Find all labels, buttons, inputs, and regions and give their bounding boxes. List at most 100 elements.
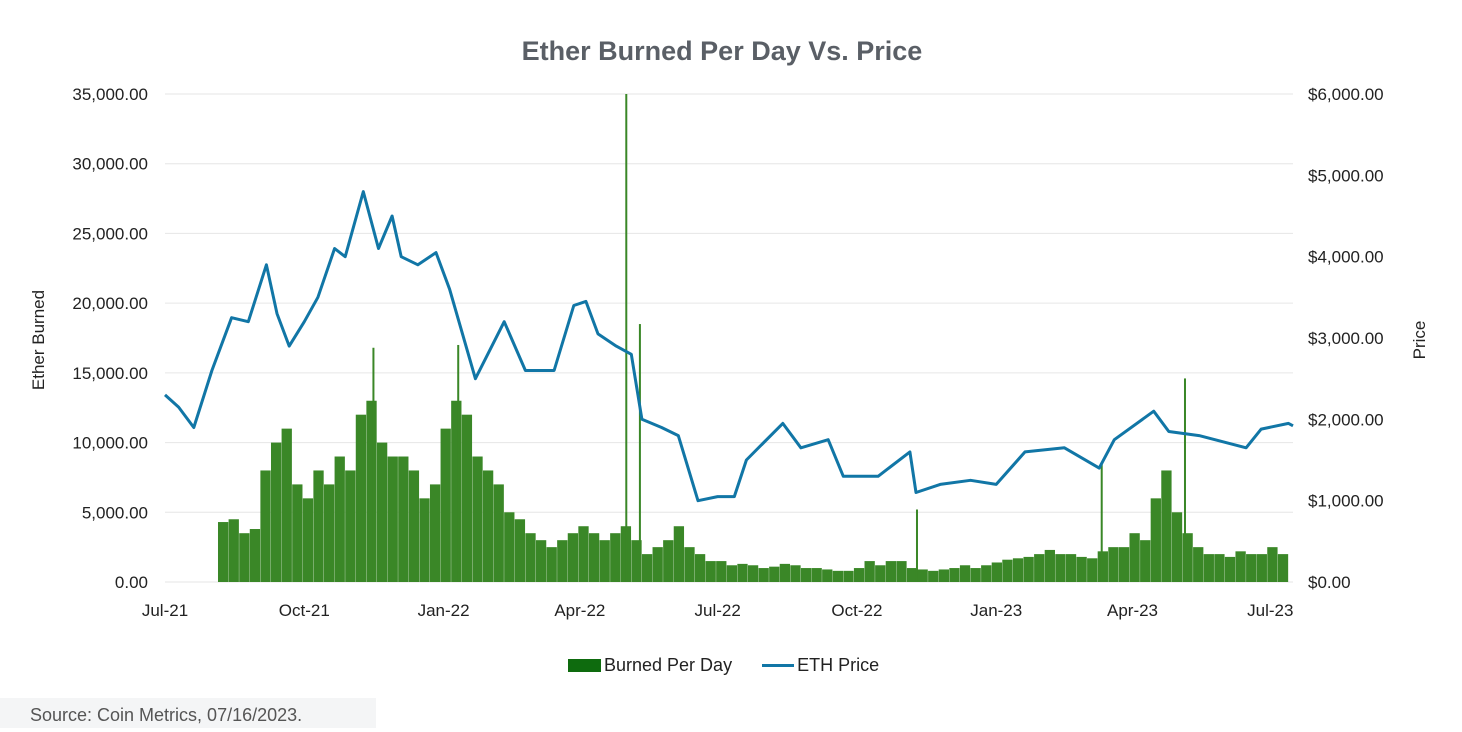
burn-bar xyxy=(387,456,398,582)
y2-tick-label: $4,000.00 xyxy=(1308,248,1384,267)
burn-bar xyxy=(811,568,822,582)
burn-bar xyxy=(981,565,992,582)
y-tick-label: 35,000.00 xyxy=(72,85,148,104)
burn-bar xyxy=(631,540,642,582)
burn-bar xyxy=(1193,547,1204,582)
burn-bar xyxy=(440,428,451,582)
burn-bar xyxy=(1182,533,1193,582)
burn-bar xyxy=(398,456,409,582)
x-tick-label: Oct-22 xyxy=(831,601,882,620)
burn-bar xyxy=(1224,556,1236,582)
burn-bar xyxy=(461,414,473,582)
y-tick-label: 0.00 xyxy=(115,573,148,592)
burn-bar xyxy=(376,442,388,582)
burn-bar xyxy=(1171,512,1183,582)
burn-bar xyxy=(694,554,706,582)
burn-bar xyxy=(1246,554,1257,582)
burn-bar xyxy=(1012,558,1024,582)
burn-bar xyxy=(355,414,367,582)
y-tick-label: 15,000.00 xyxy=(72,364,148,383)
legend-burn-swatch xyxy=(568,659,601,672)
burn-bar xyxy=(239,533,250,582)
burn-spike-bar xyxy=(638,324,641,582)
burn-bar xyxy=(408,470,420,582)
burn-bar xyxy=(641,554,653,582)
burn-bar xyxy=(599,540,610,582)
burn-bar xyxy=(292,484,303,582)
burn-bar xyxy=(1267,547,1278,582)
legend-price-label: ETH Price xyxy=(797,655,880,675)
y2-tick-label: $0.00 xyxy=(1308,573,1351,592)
legend: Burned Per Day ETH Price xyxy=(568,655,879,676)
burn-bar xyxy=(302,498,314,582)
burn-bar xyxy=(472,456,483,582)
burn-bar xyxy=(705,561,716,582)
burn-bar xyxy=(610,533,621,582)
burn-bar xyxy=(504,512,515,582)
burn-bar xyxy=(663,540,674,582)
burn-bar xyxy=(758,568,769,582)
x-tick-label: Oct-21 xyxy=(279,601,330,620)
burn-bar xyxy=(493,484,504,582)
burn-bar xyxy=(716,561,727,582)
burn-bar xyxy=(726,565,738,582)
burn-bar xyxy=(1214,554,1225,582)
y2-axis-label: Price xyxy=(1410,321,1429,360)
y2-tick-label: $2,000.00 xyxy=(1308,410,1384,429)
burn-bar xyxy=(557,540,568,582)
burn-bar xyxy=(260,470,271,582)
burn-bar xyxy=(970,568,981,582)
burn-bar xyxy=(843,570,854,582)
burn-bar xyxy=(270,442,282,582)
burn-bar xyxy=(345,470,356,582)
burn-bar xyxy=(1097,551,1108,582)
burn-bar xyxy=(1055,554,1066,582)
burn-bar xyxy=(684,547,695,582)
y-tick-label: 10,000.00 xyxy=(72,434,148,453)
burn-bar xyxy=(800,568,812,582)
burn-bar xyxy=(779,563,791,582)
burn-bar xyxy=(822,569,833,582)
burn-bar xyxy=(1065,554,1077,582)
burn-bar xyxy=(1002,559,1013,582)
burn-bar xyxy=(1140,540,1151,582)
burn-bar xyxy=(1256,554,1267,582)
burn-bar xyxy=(313,470,324,582)
burn-spike-bar xyxy=(1183,378,1186,582)
burn-bar xyxy=(588,533,600,582)
burn-bar xyxy=(769,566,780,582)
burn-bar xyxy=(514,519,526,582)
burn-bar xyxy=(1150,498,1161,582)
y-tick-label: 30,000.00 xyxy=(72,155,148,174)
burn-bar xyxy=(832,570,844,582)
y2-tick-label: $1,000.00 xyxy=(1308,492,1384,511)
burn-bar xyxy=(790,565,801,582)
burn-bar xyxy=(1087,558,1098,582)
y-axis-label: Ether Burned xyxy=(29,290,48,390)
x-tick-label: Jul-22 xyxy=(694,601,740,620)
x-tick-label: Jul-21 xyxy=(142,601,188,620)
price-line xyxy=(163,190,1294,503)
burn-bar xyxy=(747,565,759,582)
burn-bar xyxy=(1118,547,1130,582)
burn-bar xyxy=(1034,554,1045,582)
burn-bar xyxy=(451,400,462,582)
x-tick-label: Jan-22 xyxy=(418,601,470,620)
burn-bar xyxy=(482,470,494,582)
chart-title: Ether Burned Per Day Vs. Price xyxy=(521,36,923,66)
burn-bar xyxy=(217,522,229,582)
burn-bar xyxy=(896,561,907,582)
burn-bar xyxy=(917,569,928,582)
burn-bar xyxy=(1203,554,1214,582)
burn-spike-bar xyxy=(372,347,375,582)
burn-bar xyxy=(578,526,589,582)
burn-bar xyxy=(864,561,875,582)
chart-plot: 0.00 5,000.00 10,000.00 15,000.00 20,000.00 2… xyxy=(29,85,1429,620)
y2-tick-label: $3,000.00 xyxy=(1308,329,1384,348)
burn-bar xyxy=(419,498,430,582)
burn-bar xyxy=(1044,549,1055,582)
burn-bar xyxy=(928,570,939,582)
y-tick-label: 5,000.00 xyxy=(82,503,148,522)
burn-bar xyxy=(673,526,685,582)
burn-bar xyxy=(1277,554,1289,582)
